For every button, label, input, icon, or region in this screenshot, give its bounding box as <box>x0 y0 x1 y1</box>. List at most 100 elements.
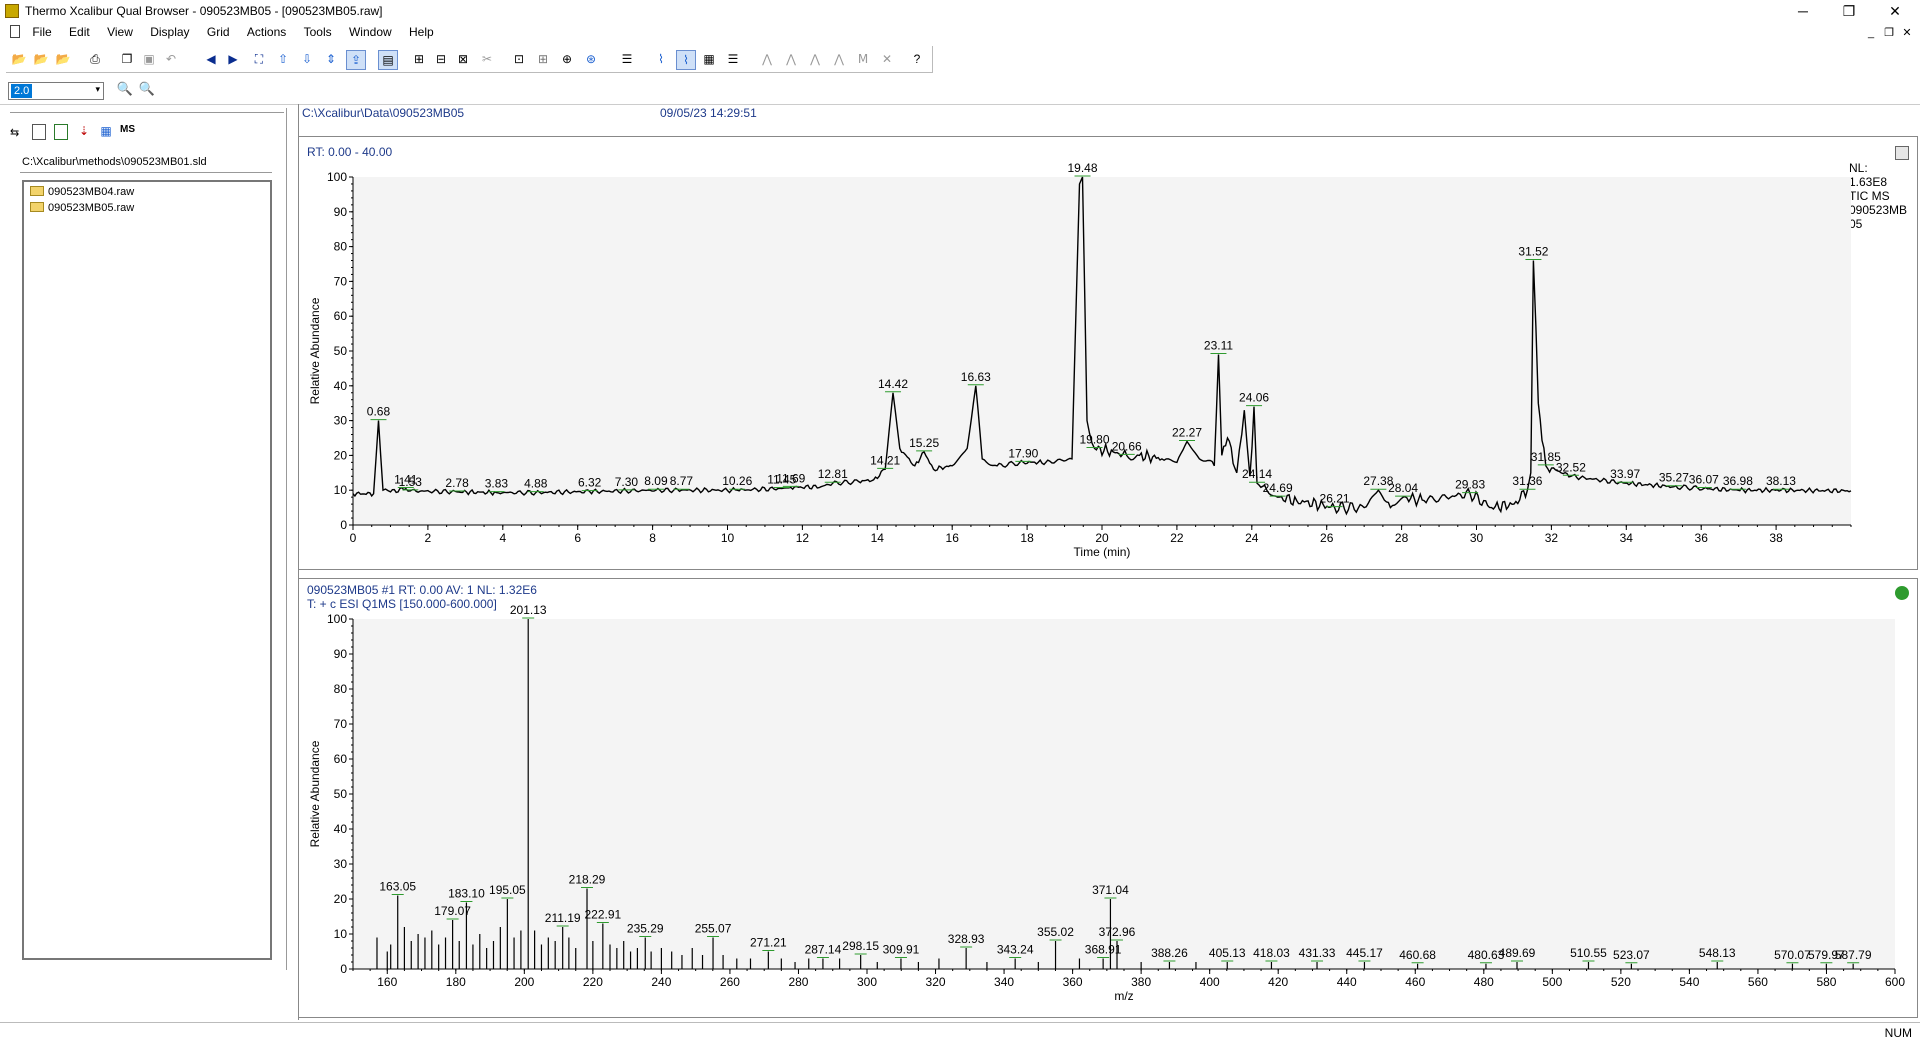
folder-icon <box>30 186 44 196</box>
peak-label: 587.79 <box>1835 948 1872 962</box>
y-tick-label: 10 <box>334 927 348 941</box>
paste-icon[interactable]: ▣ <box>143 52 155 66</box>
x-tick-label: 360 <box>1063 975 1083 989</box>
grid-insert-below-icon[interactable]: ⊟ <box>435 52 447 66</box>
document-icon[interactable] <box>10 25 20 38</box>
scale-icon[interactable]: ⇪ <box>346 50 366 70</box>
baseline-icon[interactable]: ⋀ <box>810 52 820 66</box>
peak-label: 27.38 <box>1363 474 1393 488</box>
x-tick-label: 220 <box>583 975 603 989</box>
peak-label: 179.07 <box>434 904 471 918</box>
spectrum-list-icon[interactable]: ☰ <box>727 52 739 66</box>
zoom-all-icon[interactable]: ⛶ <box>254 52 264 66</box>
peak-label: 271.21 <box>750 936 787 950</box>
x-tick-label: 600 <box>1885 975 1905 989</box>
x-tick-label: 24 <box>1245 531 1259 545</box>
pin-pane-icon[interactable] <box>1895 146 1909 160</box>
spectrum-panel[interactable]: 090523MB05 #1 RT: 0.00 AV: 1 NL: 1.32E6 … <box>298 578 1918 1018</box>
report-icon[interactable] <box>32 124 46 140</box>
y-tick-label: 70 <box>334 717 348 731</box>
display-options-icon[interactable]: ▤ <box>378 50 398 70</box>
open-raw-icon[interactable]: 📂 <box>33 52 49 66</box>
x-tick-label: 26 <box>1320 531 1334 545</box>
ms-icon[interactable]: MS <box>120 124 135 135</box>
open-layout-icon[interactable]: 📂 <box>55 52 71 66</box>
zoom-out-icon[interactable]: 🔍 <box>138 81 156 96</box>
map-view-icon[interactable]: ▦ <box>703 52 715 66</box>
peak-label: 388.26 <box>1151 946 1188 960</box>
chromatogram-panel[interactable]: RT: 0.00 - 40.00 NL: 1.63E8 TIC MS 09052… <box>298 136 1918 570</box>
secondary-toolbar <box>0 74 1920 105</box>
undo-icon[interactable]: ↶ <box>165 52 177 66</box>
mdi-restore-button[interactable]: ❐ <box>1884 27 1894 39</box>
window-title: Thermo Xcalibur Qual Browser - 090523MB0… <box>25 4 383 18</box>
help-icon[interactable]: ? <box>913 52 921 66</box>
tune-icon[interactable]: ▦ <box>100 124 112 138</box>
zoom-in-icon[interactable]: 🔍 <box>116 81 134 96</box>
restore-button[interactable]: ❐ <box>1842 3 1856 19</box>
peak-label: 548.13 <box>1699 946 1736 960</box>
peak-detect-icon[interactable]: ⋀ <box>762 52 772 66</box>
tree-item-file-2[interactable]: 090523MB05.raw <box>30 202 134 214</box>
copy-icon[interactable]: ❐ <box>121 52 133 66</box>
menu-actions[interactable]: Actions <box>246 25 287 39</box>
peak-label: 579.97 <box>1808 948 1845 962</box>
menu-edit[interactable]: Edit <box>69 25 90 39</box>
menu-window[interactable]: Window <box>348 25 392 39</box>
print-icon[interactable]: ⎙ <box>90 52 100 66</box>
mdi-close-button[interactable]: ✕ <box>1902 27 1912 39</box>
peak-label: 201.13 <box>510 603 547 617</box>
arrow-right-icon[interactable]: ▶ <box>228 52 238 66</box>
mdi-minimize-button[interactable]: _ <box>1867 27 1875 39</box>
status-icon[interactable] <box>54 124 68 140</box>
x-tick-label: 160 <box>377 975 397 989</box>
chevron-down-icon[interactable]: ▾ <box>95 84 100 94</box>
menu-tools[interactable]: Tools <box>303 25 332 39</box>
smooth-icon[interactable]: ⋀ <box>834 52 844 66</box>
pane-status-icon[interactable] <box>1895 586 1909 600</box>
peak-label: 28.04 <box>1388 481 1418 495</box>
list-icon[interactable]: ☰ <box>621 52 633 66</box>
open-icon[interactable]: 📂 <box>11 52 27 66</box>
arrow-down-icon[interactable]: ⇩ <box>301 52 313 66</box>
arrow-left-icon[interactable]: ◀ <box>206 52 216 66</box>
peak-area-icon[interactable]: ⋀ <box>786 52 796 66</box>
pane-zoom-icon[interactable]: ⊛ <box>585 52 597 66</box>
menu-view[interactable]: View <box>107 25 133 39</box>
grid-delete-icon[interactable]: ⊠ <box>457 52 469 66</box>
grid-insert-icon[interactable]: ⊞ <box>413 52 425 66</box>
tree-item-file-1[interactable]: 090523MB04.raw <box>30 186 134 198</box>
spectrum-plot[interactable]: 0 10 20 30 40 50 60 70 80 90 100 160 180 200 220 240 260… <box>299 579 1917 1017</box>
cut-icon[interactable]: ✂ <box>481 52 493 66</box>
peak-label: 222.91 <box>584 908 621 922</box>
pane-divider <box>10 112 284 113</box>
chromatogram-view-icon[interactable]: ⌇ <box>658 52 664 66</box>
mass-range-icon[interactable]: Ⅿ <box>857 52 869 66</box>
y-tick-label: 100 <box>327 612 347 626</box>
x-tick-label: 480 <box>1474 975 1494 989</box>
subtract-icon[interactable]: ✕ <box>881 52 893 66</box>
minimize-button[interactable]: ─ <box>1798 3 1808 19</box>
peak-label: 11.45 <box>767 472 796 486</box>
arrow-updown-icon[interactable]: ⇕ <box>325 52 337 66</box>
y-tick-label: 60 <box>334 752 348 766</box>
spectrum-view-icon[interactable]: ⌇ <box>676 50 696 70</box>
peak-label: 445.17 <box>1346 946 1383 960</box>
arrow-up-icon[interactable]: ⇧ <box>277 52 289 66</box>
x-tick-label: 520 <box>1611 975 1631 989</box>
errors-icon[interactable]: ⇣ <box>78 124 90 138</box>
menu-grid[interactable]: Grid <box>206 25 230 39</box>
y-tick-label: 50 <box>334 787 348 801</box>
menu-help[interactable]: Help <box>409 25 434 39</box>
tile-icon[interactable]: ⊡ <box>513 52 525 66</box>
menu-file[interactable]: File <box>32 25 52 39</box>
pin-icon[interactable]: ⊕ <box>561 52 573 66</box>
sequence-icon[interactable]: ⇆ <box>10 127 20 139</box>
zoom-select[interactable]: 2.0 ▾ <box>8 82 104 100</box>
split-horizontal-icon[interactable]: ⊞ <box>537 52 549 66</box>
peak-label: 16.63 <box>961 370 991 384</box>
close-button[interactable]: ✕ <box>1889 3 1901 19</box>
menu-display[interactable]: Display <box>150 25 190 39</box>
peak-label: 33.97 <box>1610 467 1640 481</box>
